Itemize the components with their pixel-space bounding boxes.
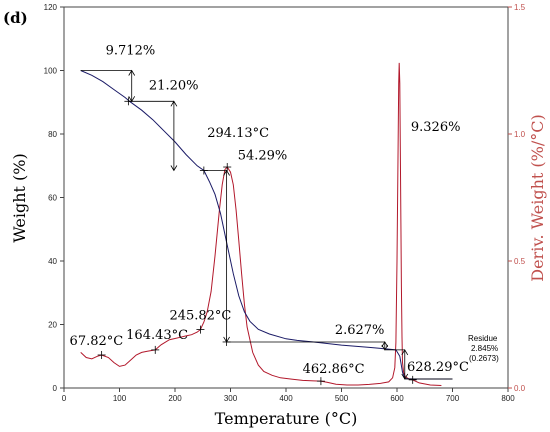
y-axis-right: 0.0 0.5 1.0 1.5 <box>508 3 526 393</box>
residue-deriv: (0.2673) <box>469 354 499 363</box>
annotation-loss-2-627: 2.627% <box>335 323 385 338</box>
annotation-peak-9-326: 9.326% <box>411 120 461 135</box>
annotation-temp-245: 245.82°C <box>169 309 231 324</box>
y-right-tick-label: 1.5 <box>514 3 526 12</box>
annotation-loss-9-712: 9.712% <box>106 44 156 59</box>
annotation-temp-462: 462.86°C <box>303 362 365 377</box>
x-axis-title: Temperature (°C) <box>215 409 358 428</box>
annotation-marks <box>80 69 453 386</box>
y-right-tick-label: 0.0 <box>514 384 526 393</box>
annotation-peak-294: 294.13°C <box>207 126 269 141</box>
x-tick-label: 400 <box>279 394 293 403</box>
deriv-weight-line <box>80 62 442 386</box>
residue-label: Residue <box>468 334 498 343</box>
annotation-temp-67: 67.82°C <box>70 334 124 349</box>
x-tick-label: 600 <box>390 394 404 403</box>
annotation-loss-21-20: 21.20% <box>149 79 199 94</box>
x-tick-label: 800 <box>501 394 515 403</box>
y-right-tick-label: 0.5 <box>514 257 526 266</box>
x-tick-label: 100 <box>113 394 127 403</box>
step2-arrow-head-top <box>170 100 178 107</box>
y-left-tick-label: 80 <box>48 130 57 139</box>
y-axis-left-title: Weight (%) <box>10 153 29 242</box>
y-axis-right-title: Deriv. Weight (%/°C) <box>528 114 547 281</box>
y-left-tick-label: 40 <box>48 257 57 266</box>
x-tick-label: 200 <box>168 394 182 403</box>
annotation-temp-628: 628.29°C <box>407 360 469 375</box>
step2-arrow-head-bottom <box>170 165 178 172</box>
x-tick-label: 700 <box>446 394 460 403</box>
y-left-tick-label: 120 <box>44 3 58 12</box>
weight-line <box>80 70 453 380</box>
y-left-tick-label: 0 <box>53 384 58 393</box>
panel-label: (d) <box>3 9 28 27</box>
x-tick-label: 300 <box>224 394 238 403</box>
y-left-tick-label: 20 <box>48 321 57 330</box>
x-tick-label: 0 <box>62 394 67 403</box>
y-left-tick-label: 100 <box>44 67 58 76</box>
step4-arrow-head-top <box>381 341 389 348</box>
step1-arrow-head-top <box>128 69 136 76</box>
y-right-tick-label: 1.0 <box>514 130 526 139</box>
y-left-tick-label: 60 <box>48 194 57 203</box>
annotation-temp-164: 164.43°C <box>126 328 188 343</box>
annotation-loss-54-29: 54.29% <box>238 148 288 163</box>
residue-percent: 2.845% <box>471 344 498 353</box>
y-axis-left: 0 20 40 60 80 100 120 <box>44 3 64 393</box>
x-axis: 0 100 200 300 400 500 600 700 800 <box>62 388 515 403</box>
step3-arrow-head-top <box>223 169 230 176</box>
step5-arrow-head-top <box>401 349 409 356</box>
x-tick-label: 500 <box>335 394 349 403</box>
